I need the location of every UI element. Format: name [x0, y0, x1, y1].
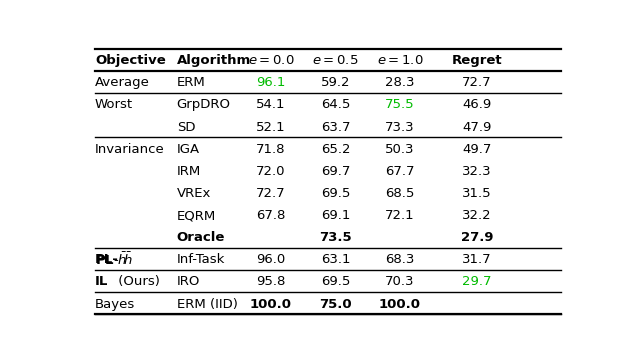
Text: ERM: ERM: [177, 76, 205, 89]
Text: Objective: Objective: [95, 54, 166, 67]
Text: Oracle: Oracle: [177, 231, 225, 244]
Text: 75.0: 75.0: [319, 298, 352, 311]
Text: 68.5: 68.5: [385, 187, 415, 200]
Text: 95.8: 95.8: [256, 276, 285, 288]
Text: 32.2: 32.2: [462, 209, 492, 222]
Text: 69.1: 69.1: [321, 209, 350, 222]
Text: 31.7: 31.7: [462, 253, 492, 266]
Text: 59.2: 59.2: [321, 76, 350, 89]
Text: 72.0: 72.0: [256, 165, 285, 178]
Text: 75.5: 75.5: [385, 99, 415, 111]
Text: 46.9: 46.9: [462, 99, 492, 111]
Text: VREx: VREx: [177, 187, 211, 200]
Text: 63.1: 63.1: [321, 253, 350, 266]
Text: 71.8: 71.8: [256, 143, 285, 156]
Text: $\bar{h}$: $\bar{h}$: [123, 252, 132, 268]
Text: EQRM: EQRM: [177, 209, 216, 222]
Text: Bayes: Bayes: [95, 298, 135, 311]
Text: PL-: PL-: [95, 253, 119, 266]
Text: 96.0: 96.0: [257, 253, 285, 266]
Text: 67.8: 67.8: [256, 209, 285, 222]
Text: 29.7: 29.7: [462, 276, 492, 288]
Text: 31.5: 31.5: [462, 187, 492, 200]
Text: Invariance: Invariance: [95, 143, 164, 156]
Text: 72.7: 72.7: [256, 187, 286, 200]
Text: 65.2: 65.2: [321, 143, 350, 156]
Text: 73.3: 73.3: [385, 121, 415, 134]
Text: Average: Average: [95, 76, 150, 89]
Text: Worst: Worst: [95, 99, 133, 111]
Text: IL: IL: [95, 276, 108, 288]
Text: 49.7: 49.7: [462, 143, 492, 156]
Text: 52.1: 52.1: [256, 121, 286, 134]
Text: 69.5: 69.5: [321, 276, 350, 288]
Text: 69.5: 69.5: [321, 187, 350, 200]
Text: IGA: IGA: [177, 143, 200, 156]
Text: 100.0: 100.0: [250, 298, 292, 311]
Text: 32.3: 32.3: [462, 165, 492, 178]
Text: Regret: Regret: [451, 54, 502, 67]
Text: 54.1: 54.1: [256, 99, 285, 111]
Text: 96.1: 96.1: [256, 76, 285, 89]
Text: 69.7: 69.7: [321, 165, 350, 178]
Text: 100.0: 100.0: [379, 298, 421, 311]
Text: IRM: IRM: [177, 165, 201, 178]
Text: 67.7: 67.7: [385, 165, 415, 178]
Text: $e = 0.5$: $e = 0.5$: [312, 54, 358, 67]
Text: (Ours): (Ours): [114, 276, 159, 288]
Text: 72.7: 72.7: [462, 76, 492, 89]
Text: 50.3: 50.3: [385, 143, 415, 156]
Text: 73.5: 73.5: [319, 231, 352, 244]
Text: 72.1: 72.1: [385, 209, 415, 222]
Text: 70.3: 70.3: [385, 276, 415, 288]
Text: 28.3: 28.3: [385, 76, 415, 89]
Text: 63.7: 63.7: [321, 121, 350, 134]
Text: SD: SD: [177, 121, 195, 134]
Text: 68.3: 68.3: [385, 253, 415, 266]
Text: GrpDRO: GrpDRO: [177, 99, 231, 111]
Text: $\mathbf{PL}\text{-}\bar{h}$: $\mathbf{PL}\text{-}\bar{h}$: [95, 252, 127, 268]
Text: 27.9: 27.9: [461, 231, 493, 244]
Text: 64.5: 64.5: [321, 99, 350, 111]
Text: Inf-Task: Inf-Task: [177, 253, 225, 266]
Text: 47.9: 47.9: [462, 121, 492, 134]
Text: ERM (IID): ERM (IID): [177, 298, 237, 311]
Text: $e = 1.0$: $e = 1.0$: [377, 54, 423, 67]
Text: IRO: IRO: [177, 276, 200, 288]
Text: Algorithm: Algorithm: [177, 54, 251, 67]
Text: $e = 0.0$: $e = 0.0$: [248, 54, 294, 67]
